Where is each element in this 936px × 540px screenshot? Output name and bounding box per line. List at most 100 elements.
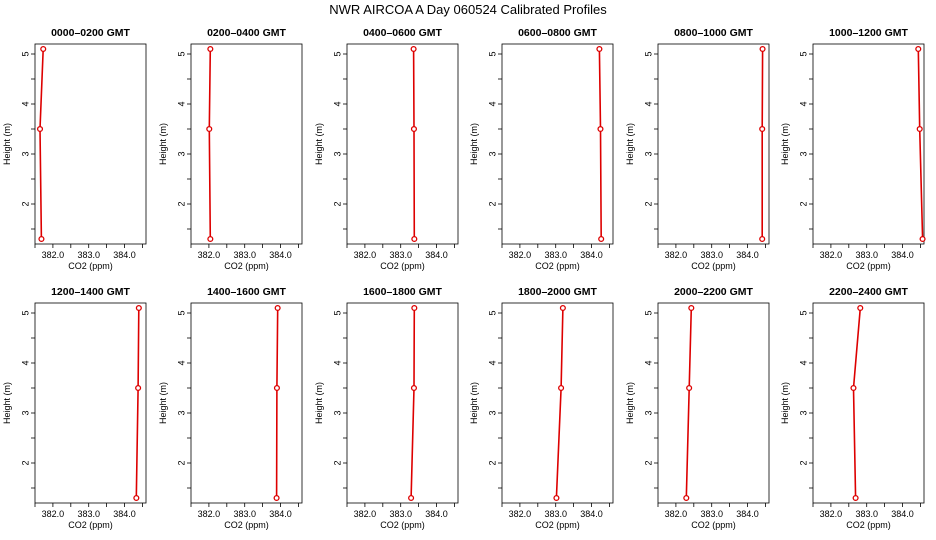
y-axis-label: Height (m) [158,382,168,424]
figure-title: NWR AIRCOA A Day 060524 Calibrated Profi… [329,2,607,17]
y-tick-label: 3 [176,410,186,415]
y-tick-label: 2 [798,201,808,206]
plot-frame [34,302,147,504]
data-point [759,125,766,133]
y-tick-label: 2 [643,460,653,465]
x-axis-label: CO2 (ppm) [224,520,269,530]
y-tick-label: 5 [20,51,30,56]
profile-line [598,48,602,240]
y-tick-label: 2 [332,460,342,465]
y-tick-label: 2 [176,460,186,465]
x-tick-label: 382.0 [198,250,221,260]
y-tick-label: 2 [643,201,653,206]
panel-12: 2200–2400 GMT 382.0 383.0 384.0 2 3 4 5 CO2 (ppm… [780,286,925,530]
y-tick-label: 4 [332,101,342,106]
y-tick-label: 3 [798,410,808,415]
y-tick-label: 3 [332,410,342,415]
y-tick-label: 4 [487,101,497,106]
plot-frame [812,302,925,504]
panel-1: 0000–0200 GMT 382.0 383.0 384.0 2 3 4 5 CO2 (ppm… [2,27,147,271]
panel-2: 0200–0400 GMT 382.0 383.0 384.0 2 3 4 5 CO2 (ppm… [158,27,303,271]
y-tick-label: 4 [487,360,497,365]
x-tick-label: 383.0 [700,509,723,519]
y-tick-label: 5 [487,51,497,56]
profile-line [208,48,212,240]
data-point [38,235,45,243]
y-tick-label: 5 [176,51,186,56]
x-tick-label: 383.0 [389,509,412,519]
profile-line [410,307,416,499]
panel-title: 2000–2200 GMT [674,286,753,298]
y-tick-label: 2 [20,201,30,206]
panel-6: 1000–1200 GMT 382.0 383.0 384.0 2 3 4 5 CO2 (ppm… [780,27,926,271]
panel-4: 0600–0800 GMT 382.0 383.0 384.0 2 3 4 5 CO2 (ppm… [469,27,614,271]
y-axis-label: Height (m) [625,382,635,424]
data-point [759,45,766,53]
y-tick-label: 5 [487,310,497,315]
y-axis-label: Height (m) [2,123,12,165]
panel-5: 0800–1000 GMT 382.0 383.0 384.0 2 3 4 5 CO2 (ppm… [625,27,770,271]
y-tick-label: 4 [643,360,653,365]
y-tick-label: 5 [176,310,186,315]
x-tick-label: 384.0 [736,250,759,260]
x-tick-label: 382.0 [198,509,221,519]
data-point [857,304,864,312]
data-point [596,45,603,53]
x-tick-label: 384.0 [425,509,448,519]
data-point [410,384,418,392]
data-point [597,125,604,133]
x-tick-label: 382.0 [820,250,843,260]
profile-line [555,307,564,499]
x-tick-label: 382.0 [665,250,688,260]
data-point [135,384,142,392]
x-tick-label: 382.0 [354,250,377,260]
panel-title: 1800–2000 GMT [518,286,597,298]
x-tick-label: 382.0 [820,509,843,519]
y-tick-label: 3 [643,151,653,156]
panel-title: 0200–0400 GMT [207,27,286,39]
x-tick-label: 384.0 [736,509,759,519]
y-axis-label: Height (m) [780,382,790,424]
data-point [273,384,280,392]
data-point [273,494,280,502]
data-point [274,304,281,312]
data-point [135,304,142,312]
data-point [36,125,44,133]
x-tick-label: 382.0 [42,509,65,519]
y-tick-label: 5 [798,310,808,315]
y-tick-label: 4 [20,360,30,365]
plot-frame [501,43,614,245]
panel-11: 2000–2200 GMT 382.0 383.0 384.0 2 3 4 5 CO2 (ppm… [625,286,770,530]
plot-frame [812,43,925,245]
y-tick-label: 2 [487,460,497,465]
profile-line [39,48,44,240]
x-tick-label: 384.0 [580,250,603,260]
data-point [207,235,214,243]
y-tick-label: 3 [20,151,30,156]
profile-line [135,307,140,499]
data-point [919,235,926,243]
panel-title: 1600–1800 GMT [363,286,442,298]
data-point [759,235,766,243]
x-tick-label: 383.0 [544,250,567,260]
x-tick-label: 383.0 [233,250,256,260]
data-point [411,235,418,243]
x-tick-label: 382.0 [354,509,377,519]
x-tick-label: 384.0 [113,250,136,260]
data-point [206,125,213,133]
data-point [133,494,140,502]
panel-title: 0800–1000 GMT [674,27,753,39]
panel-3: 0400–0600 GMT 382.0 383.0 384.0 2 3 4 5 CO2 (ppm… [314,27,459,271]
data-point [852,494,859,502]
data-point [916,125,923,133]
plot-frame [346,302,459,504]
plot-frame [190,43,303,245]
y-tick-label: 4 [332,360,342,365]
panel-title: 1200–1400 GMT [51,286,130,298]
panel-title: 2200–2400 GMT [829,286,908,298]
data-point [683,494,690,502]
profile-line [685,307,693,499]
x-axis-label: CO2 (ppm) [68,520,113,530]
y-tick-label: 2 [332,201,342,206]
x-tick-label: 384.0 [580,509,603,519]
